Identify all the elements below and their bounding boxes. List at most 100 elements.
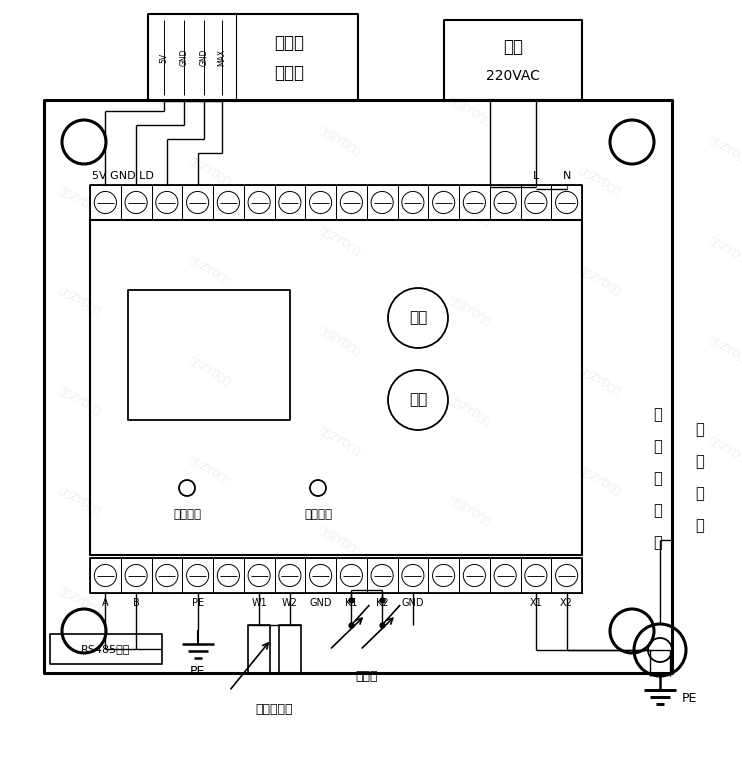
Text: 威胜ZYD防雷: 威胜ZYD防雷 xyxy=(707,434,742,466)
Text: 威胜ZYD防雷: 威胜ZYD防雷 xyxy=(447,494,493,526)
Text: 工作指示: 工作指示 xyxy=(173,508,201,521)
Bar xyxy=(398,558,428,593)
Bar xyxy=(305,558,336,593)
Bar xyxy=(121,185,151,220)
Text: 威胜ZYD防雷: 威胜ZYD防雷 xyxy=(188,554,232,586)
Bar xyxy=(50,634,162,664)
Text: 温度传感器: 温度传感器 xyxy=(256,703,293,716)
Text: PE: PE xyxy=(190,665,206,678)
Bar xyxy=(183,185,213,220)
Text: GND: GND xyxy=(200,49,209,66)
Text: 威胜ZYD防雷: 威胜ZYD防雷 xyxy=(57,384,102,416)
Bar xyxy=(367,185,398,220)
Bar xyxy=(90,558,582,593)
Bar xyxy=(305,185,336,220)
Text: B: B xyxy=(133,598,139,608)
Bar xyxy=(444,20,582,100)
Text: 威胜ZYD防雷: 威胜ZYD防雷 xyxy=(707,234,742,266)
Bar xyxy=(336,558,367,593)
Bar xyxy=(121,558,151,593)
Text: 威胜ZYD防雷: 威胜ZYD防雷 xyxy=(318,424,363,456)
Text: 威胜ZYD防雷: 威胜ZYD防雷 xyxy=(577,464,623,496)
Text: 威胜ZYD防雷: 威胜ZYD防雷 xyxy=(57,584,102,616)
Text: 威胜ZYD防雷: 威胜ZYD防雷 xyxy=(577,164,623,196)
Bar xyxy=(244,185,275,220)
Bar xyxy=(148,14,358,101)
Text: 威胜ZYD防雷: 威胜ZYD防雷 xyxy=(707,134,742,166)
Text: 威胜ZYD防雷: 威胜ZYD防雷 xyxy=(188,154,232,186)
Text: PE: PE xyxy=(191,598,204,608)
Bar xyxy=(428,558,459,593)
Bar xyxy=(367,558,398,593)
Text: 威胜ZYD防雷: 威胜ZYD防雷 xyxy=(188,254,232,286)
Bar xyxy=(183,558,213,593)
Text: 地: 地 xyxy=(654,504,663,518)
Text: 威胜ZYD防雷: 威胜ZYD防雷 xyxy=(188,454,232,486)
Bar xyxy=(490,185,520,220)
Text: A: A xyxy=(102,598,108,608)
Text: 威胜ZYD防雷: 威胜ZYD防雷 xyxy=(318,124,363,156)
Text: W1: W1 xyxy=(252,598,267,608)
Bar xyxy=(90,558,121,593)
Text: 威胜ZYD防雷: 威胜ZYD防雷 xyxy=(318,324,363,356)
Text: 圈: 圈 xyxy=(696,518,704,533)
Bar xyxy=(459,558,490,593)
Text: PE: PE xyxy=(682,691,697,704)
Text: 威胜ZYD防雷: 威胜ZYD防雷 xyxy=(447,194,493,226)
Text: 雷: 雷 xyxy=(654,439,663,454)
Text: 威胜ZYD防雷: 威胜ZYD防雷 xyxy=(57,484,102,516)
Text: GND: GND xyxy=(401,598,424,608)
Text: 5V GND LD: 5V GND LD xyxy=(92,171,154,181)
Bar xyxy=(244,558,275,593)
Text: GND: GND xyxy=(180,49,188,66)
Text: 线: 线 xyxy=(696,487,704,501)
Text: 市电: 市电 xyxy=(503,38,523,57)
Text: 报警指示: 报警指示 xyxy=(304,508,332,521)
Text: 漏电流: 漏电流 xyxy=(274,33,303,52)
Bar xyxy=(551,558,582,593)
Text: 威胜ZYD防雷: 威胜ZYD防雷 xyxy=(447,394,493,426)
Bar xyxy=(44,100,672,673)
Bar xyxy=(459,185,490,220)
Text: 线: 线 xyxy=(654,536,663,550)
Bar xyxy=(213,558,244,593)
Bar xyxy=(275,185,305,220)
Bar xyxy=(520,558,551,593)
Text: 功能: 功能 xyxy=(409,311,427,326)
Bar xyxy=(520,185,551,220)
Text: 感: 感 xyxy=(696,454,704,470)
Text: 威胜ZYD防雷: 威胜ZYD防雷 xyxy=(447,94,493,126)
Text: 威胜ZYD防雷: 威胜ZYD防雷 xyxy=(447,294,493,326)
Bar xyxy=(336,185,367,220)
Bar xyxy=(428,185,459,220)
Text: RS485通讯: RS485通讯 xyxy=(82,644,131,654)
Text: 互: 互 xyxy=(696,422,704,438)
Bar xyxy=(398,185,428,220)
Text: L: L xyxy=(533,171,539,181)
Text: K2: K2 xyxy=(375,598,389,608)
Text: W2: W2 xyxy=(282,598,298,608)
Bar xyxy=(275,558,305,593)
Text: 威胜ZYD防雷: 威胜ZYD防雷 xyxy=(318,224,363,256)
Text: 威胜ZYD防雷: 威胜ZYD防雷 xyxy=(318,524,363,556)
Bar xyxy=(279,625,301,673)
Bar xyxy=(213,185,244,220)
Bar xyxy=(151,185,183,220)
Text: 威胜ZYD防雷: 威胜ZYD防雷 xyxy=(577,364,623,396)
Text: K1: K1 xyxy=(345,598,358,608)
Text: 5V: 5V xyxy=(160,53,168,63)
Text: 威胜ZYD防雷: 威胜ZYD防雷 xyxy=(707,334,742,366)
Text: 传感器: 传感器 xyxy=(274,64,303,82)
Text: MAX: MAX xyxy=(217,49,226,66)
Text: 接: 接 xyxy=(654,471,663,487)
Text: GND: GND xyxy=(309,598,332,608)
Text: 切换: 切换 xyxy=(409,392,427,408)
Text: X2: X2 xyxy=(560,598,573,608)
Text: 威胜ZYD防雷: 威胜ZYD防雷 xyxy=(57,284,102,316)
Text: 开关量: 开关量 xyxy=(355,670,378,683)
Bar xyxy=(248,625,270,673)
Text: 220VAC: 220VAC xyxy=(486,69,540,83)
Text: 威胜ZYD防雷: 威胜ZYD防雷 xyxy=(577,264,623,296)
Bar xyxy=(90,220,582,555)
Text: 防: 防 xyxy=(654,408,663,422)
